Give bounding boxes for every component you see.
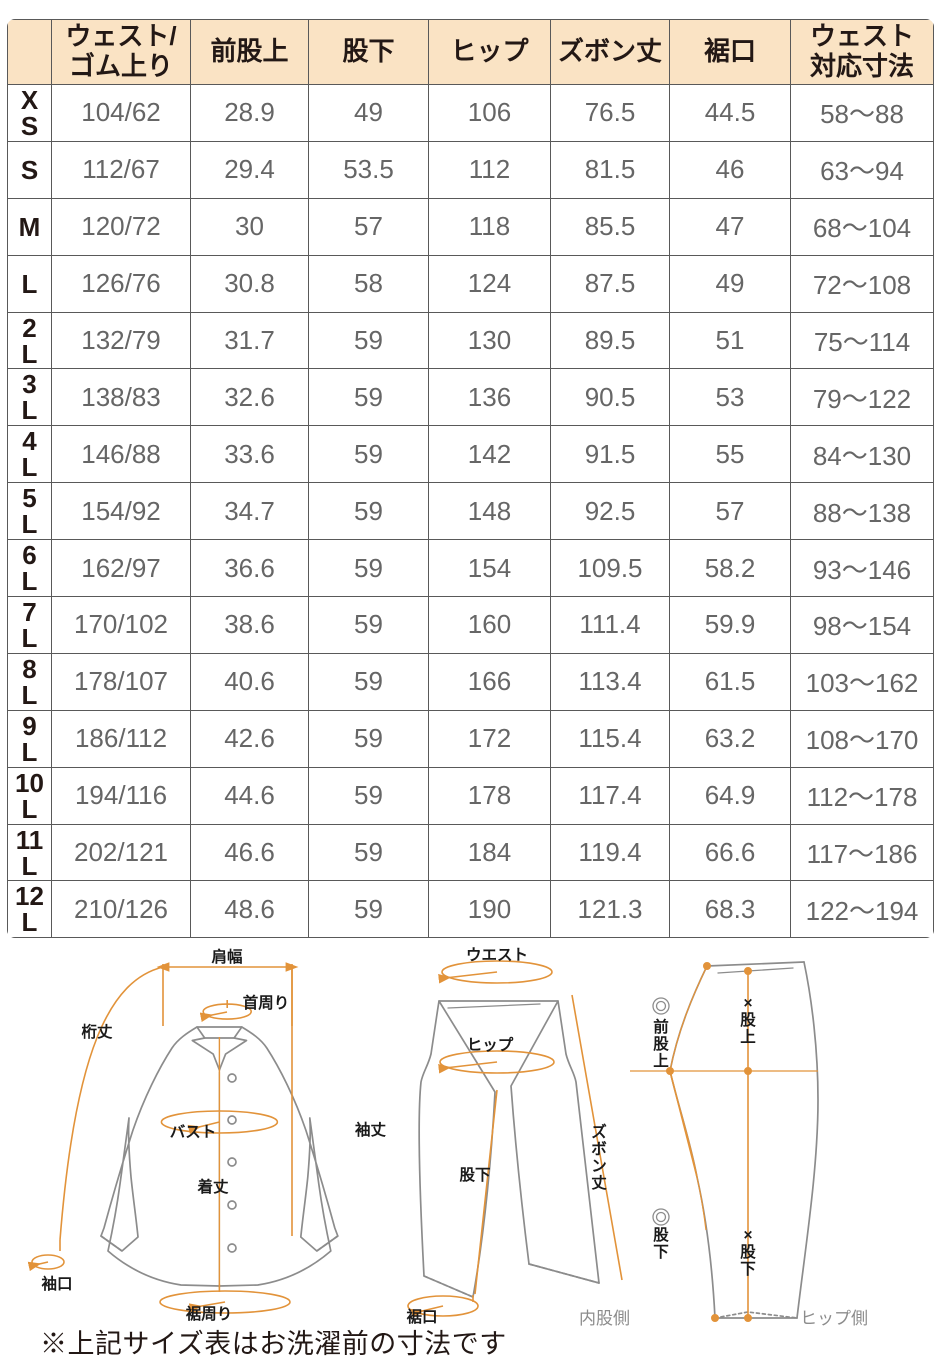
svg-text:前: 前 bbox=[653, 1017, 669, 1036]
svg-text:下: 下 bbox=[653, 1244, 669, 1261]
svg-text:上: 上 bbox=[740, 1028, 756, 1046]
svg-text:バスト: バスト bbox=[170, 1123, 217, 1141]
svg-text:桁丈: 桁丈 bbox=[81, 1022, 113, 1041]
svg-text:袖口: 袖口 bbox=[41, 1274, 72, 1293]
svg-text:袖丈: 袖丈 bbox=[355, 1120, 387, 1139]
svg-text:丈: 丈 bbox=[591, 1174, 607, 1192]
svg-text:着丈: 着丈 bbox=[196, 1177, 229, 1196]
svg-text:肩幅: 肩幅 bbox=[211, 947, 243, 966]
svg-text:首周り: 首周り bbox=[243, 993, 290, 1012]
svg-text:ヒップ側: ヒップ側 bbox=[800, 1309, 868, 1328]
svg-text:ズ: ズ bbox=[591, 1122, 607, 1141]
svg-text:下: 下 bbox=[740, 1261, 756, 1278]
svg-text:上: 上 bbox=[653, 1052, 669, 1070]
svg-text:ヒップ: ヒップ bbox=[467, 1035, 514, 1054]
svg-text:ボ: ボ bbox=[591, 1140, 607, 1158]
svg-text:×: × bbox=[743, 995, 752, 1012]
svg-text:ン: ン bbox=[591, 1158, 607, 1175]
svg-text:股下: 股下 bbox=[459, 1166, 490, 1184]
svg-text:股: 股 bbox=[653, 1226, 669, 1244]
svg-text:裾周り: 裾周り bbox=[186, 1304, 233, 1323]
svg-text:内股側: 内股側 bbox=[579, 1309, 630, 1328]
svg-text:×: × bbox=[743, 1227, 752, 1244]
svg-text:股: 股 bbox=[653, 1035, 669, 1053]
svg-text:ウエスト: ウエスト bbox=[466, 946, 528, 964]
svg-text:股: 股 bbox=[740, 1011, 756, 1029]
svg-text:股: 股 bbox=[740, 1243, 756, 1261]
